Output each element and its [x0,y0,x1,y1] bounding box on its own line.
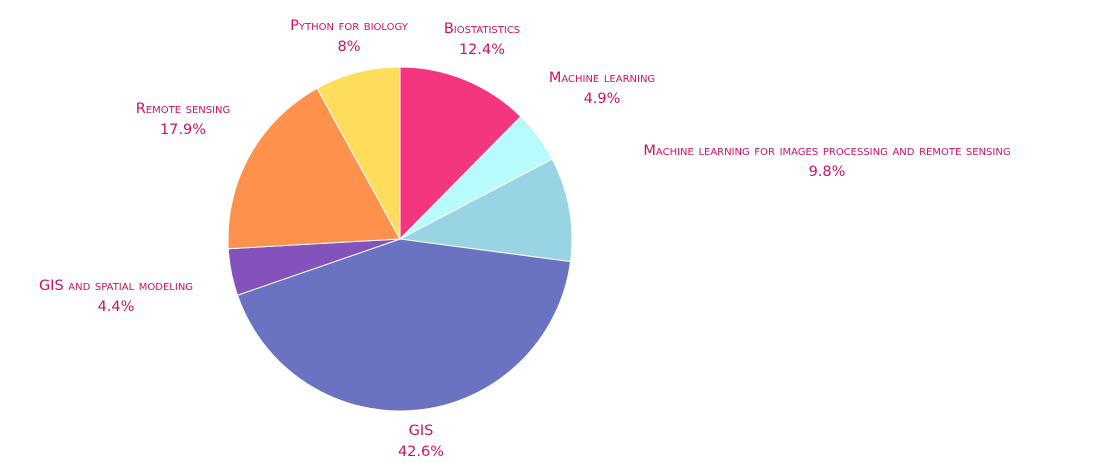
pie-slice-biostatistics [399,66,522,241]
slice-label-remote-sensing: Remote sensing [136,101,231,117]
slice-labels: Biostatistics 12.4% Machine learning 4.9% Ma… [39,18,1011,460]
slice-value-biostatistics: 12.4% [459,42,505,58]
slice-value-gis-and-spatial-modeling: 4.4% [98,299,135,315]
pie-slice-gis [236,238,572,412]
slice-label-machine-learning-for-images-processing-and-remote-sensing: Machine learning for images processing a… [643,143,1010,159]
pie-slice-machine-learning-for-images-processing-and-remote-sensing [398,158,573,263]
slice-value-gis: 42.6% [398,444,444,460]
pie-slices [227,66,573,412]
slice-label-biostatistics: Biostatistics [444,21,520,37]
slice-label-machine-learning: Machine learning [549,70,655,86]
slice-value-machine-learning-for-images-processing-and-remote-sensing: 9.8% [809,164,846,180]
slice-label-python-for-biology: Python for biology [290,18,409,34]
slice-label-gis: GIS [409,423,434,439]
pie-slice-python-for-biology [316,66,401,240]
pie-slice-remote-sensing [227,87,401,250]
slice-value-remote-sensing: 17.9% [160,122,206,138]
slice-label-gis-and-spatial-modeling: GIS and spatial modeling [39,278,193,294]
slice-value-python-for-biology: 8% [337,39,360,55]
slice-value-machine-learning: 4.9% [584,91,621,107]
